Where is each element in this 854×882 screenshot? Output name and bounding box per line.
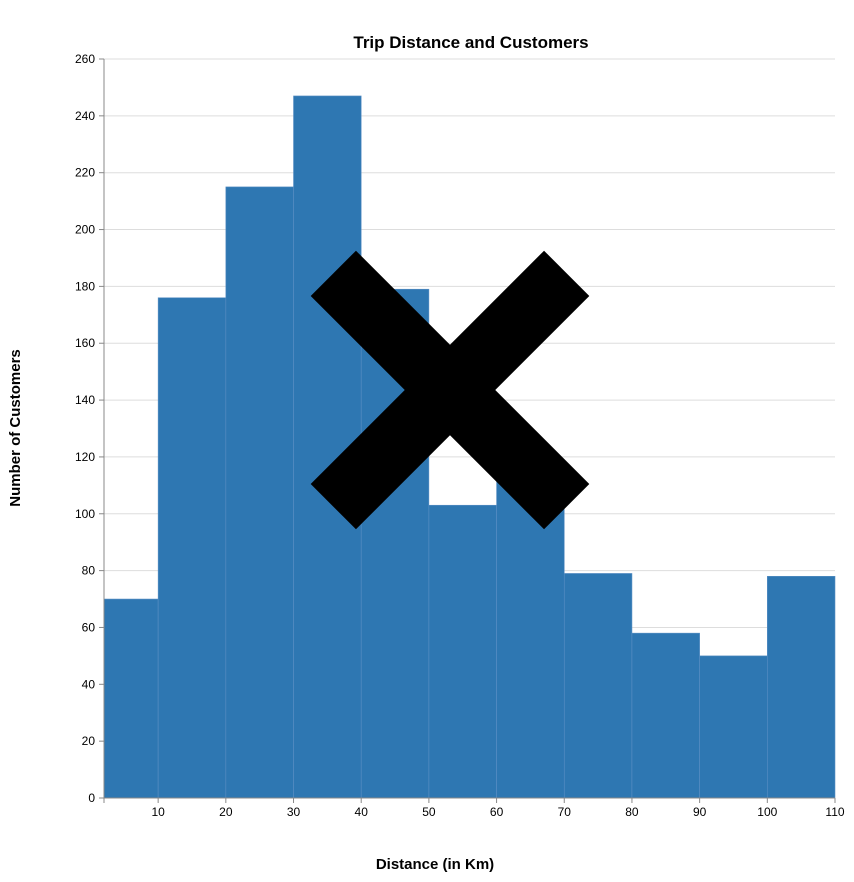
y-tick-label: 100 [75, 507, 95, 521]
tick-labels: 0 20 40 60 80 100 120 140 160 180 200 220 240 260 10 20… [75, 52, 845, 819]
y-axis-title: Number of Customers [7, 349, 24, 507]
x-tick-label: 30 [287, 805, 301, 819]
y-tick-label: 140 [75, 393, 95, 407]
histogram-bar [563, 573, 633, 799]
y-tick-label: 260 [75, 52, 95, 66]
y-tick-label: 0 [88, 791, 95, 805]
y-tick-label: 160 [75, 336, 95, 350]
x-tick-label: 100 [757, 805, 777, 819]
x-cross-overlay [310, 250, 590, 530]
x-tick-label: 20 [219, 805, 233, 819]
y-tick-label: 220 [75, 166, 95, 180]
x-tick-label: 10 [151, 805, 165, 819]
y-tick-label: 180 [75, 279, 95, 293]
axes [99, 58, 836, 803]
x-tick-label: 110 [825, 805, 844, 819]
x-tick-label: 80 [625, 805, 639, 819]
x-tick-label: 70 [558, 805, 572, 819]
x-cross-stroke-2 [310, 250, 590, 530]
x-tick-label: 90 [693, 805, 707, 819]
x-tick-label: 60 [490, 805, 504, 819]
y-tick-label: 120 [75, 450, 95, 464]
chart-title: Trip Distance and Customers [353, 33, 588, 52]
y-tick-label: 60 [82, 620, 96, 634]
y-tick-label: 20 [82, 734, 96, 748]
y-tick-label: 80 [82, 564, 96, 578]
histogram-bar [699, 655, 768, 799]
histogram-bar [631, 632, 700, 799]
x-tick-label: 50 [422, 805, 436, 819]
histogram-bar [428, 504, 497, 799]
histogram-bar [103, 598, 159, 799]
histogram-bar [496, 470, 565, 799]
x-tick-label: 40 [355, 805, 369, 819]
bars [103, 95, 836, 799]
histogram-bar [157, 297, 227, 799]
histogram-bar [225, 186, 294, 799]
y-tick-label: 40 [82, 677, 96, 691]
histogram-bar [767, 575, 836, 799]
y-tick-label: 200 [75, 223, 95, 237]
y-tick-label: 240 [75, 109, 95, 123]
x-axis-title: Distance (in Km) [376, 856, 494, 873]
